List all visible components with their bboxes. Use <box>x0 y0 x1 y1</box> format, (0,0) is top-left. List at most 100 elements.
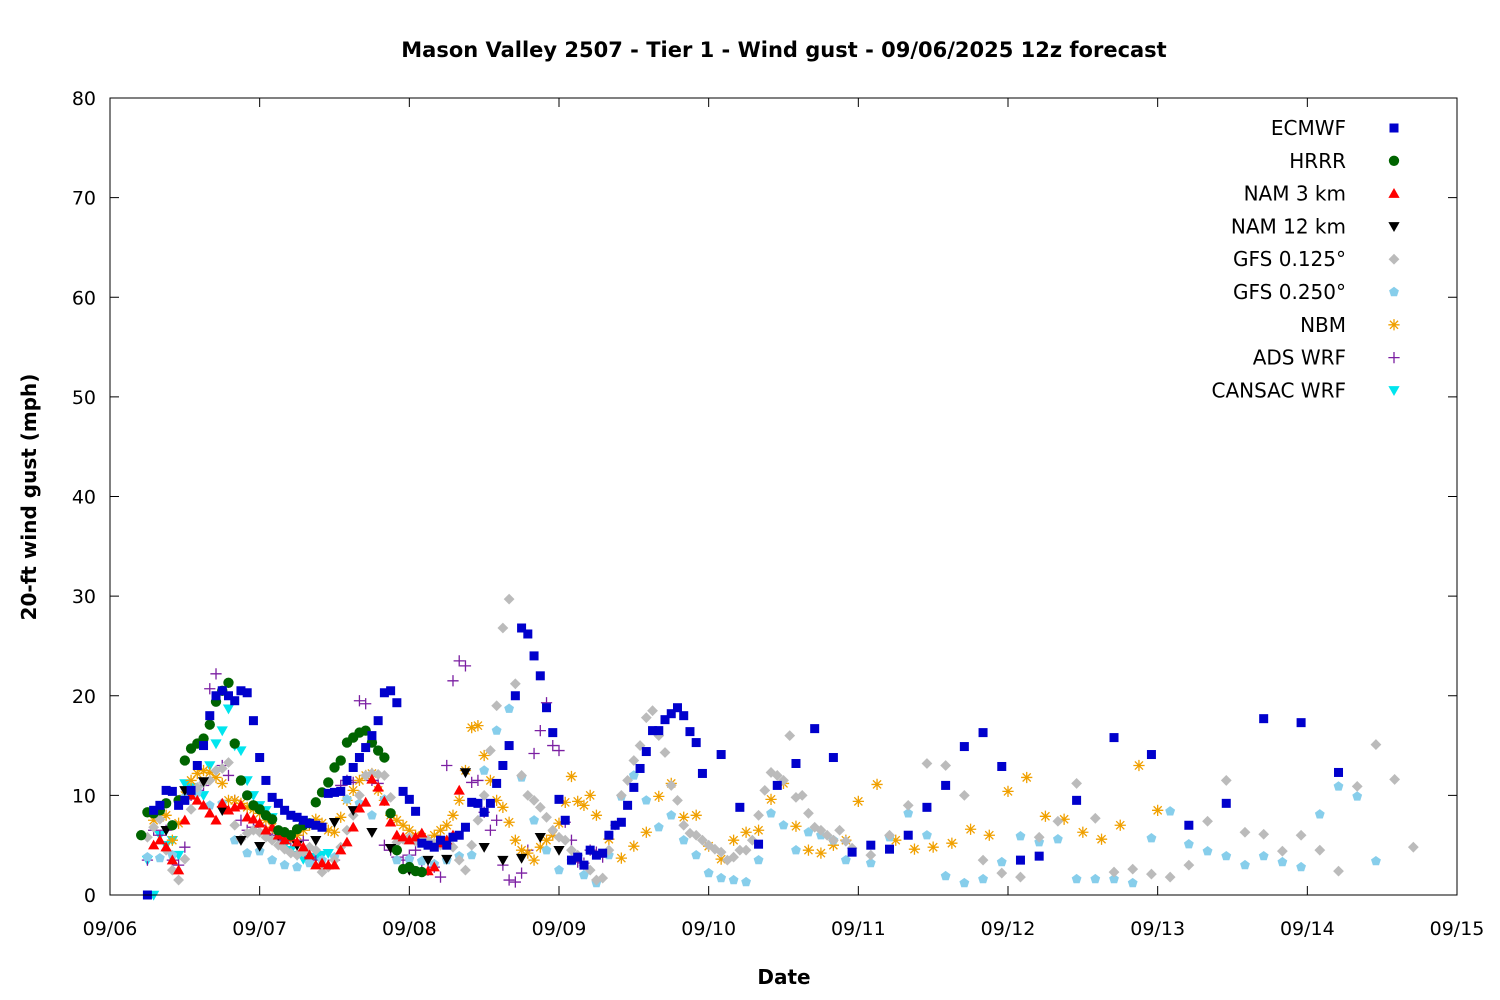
data-point <box>148 821 160 833</box>
data-point <box>492 778 502 788</box>
data-point <box>1146 868 1157 880</box>
data-point <box>235 746 247 757</box>
data-point <box>273 798 283 808</box>
data-point <box>403 824 415 836</box>
legend-marker <box>1388 319 1400 331</box>
data-point <box>1202 815 1213 827</box>
data-point <box>964 823 977 835</box>
data-point <box>1389 774 1401 785</box>
legend-label: NAM 3 km <box>1244 182 1346 206</box>
data-point <box>391 829 403 840</box>
data-point <box>160 809 172 821</box>
data-point <box>885 844 895 854</box>
data-point <box>235 799 247 810</box>
data-point <box>1095 833 1108 845</box>
data-point <box>534 832 546 843</box>
data-point <box>411 806 421 816</box>
data-point <box>927 841 939 853</box>
data-point <box>978 873 988 884</box>
data-point <box>1077 826 1089 838</box>
data-point <box>485 745 496 756</box>
data-point <box>478 789 490 801</box>
data-point <box>641 747 651 757</box>
data-point <box>491 814 503 826</box>
data-point <box>554 794 564 804</box>
data-point <box>266 814 278 825</box>
data-point <box>323 788 333 798</box>
data-point <box>1202 846 1213 856</box>
data-point <box>311 820 321 830</box>
data-point <box>342 794 352 804</box>
x-tick-label: 09/13 <box>1130 918 1185 940</box>
data-point <box>515 844 528 856</box>
data-point <box>554 864 564 875</box>
data-point <box>230 696 240 706</box>
data-point <box>940 760 952 771</box>
data-point <box>185 774 197 787</box>
data-point <box>865 849 877 861</box>
data-point <box>303 849 316 860</box>
data-point <box>1165 806 1176 816</box>
data-point <box>1127 863 1139 875</box>
data-point <box>242 790 253 801</box>
data-point <box>1053 834 1063 844</box>
data-point <box>1015 871 1026 883</box>
data-point <box>460 822 470 832</box>
data-point <box>441 854 453 865</box>
data-point <box>216 806 228 816</box>
data-point <box>447 675 459 687</box>
data-point <box>884 829 895 841</box>
legend-label: GFS 0.125° <box>1233 247 1346 271</box>
data-point <box>180 795 190 805</box>
data-point <box>796 789 808 801</box>
data-point <box>810 724 820 734</box>
data-point <box>1352 791 1363 801</box>
data-point <box>815 847 827 859</box>
data-point <box>523 629 533 639</box>
data-point <box>347 821 359 832</box>
data-point <box>417 838 427 848</box>
data-point <box>173 874 184 886</box>
data-point <box>802 844 815 856</box>
data-point <box>373 716 383 726</box>
data-point <box>922 830 932 840</box>
data-point <box>753 855 764 865</box>
data-point <box>223 757 234 768</box>
data-point <box>235 835 247 846</box>
data-point <box>472 774 484 787</box>
data-point <box>328 818 341 828</box>
data-point <box>821 829 833 841</box>
data-point <box>590 809 603 821</box>
data-point <box>922 802 932 812</box>
data-point <box>484 774 497 787</box>
data-point <box>666 709 676 719</box>
data-point <box>335 811 347 823</box>
data-point <box>815 824 827 836</box>
data-point <box>305 818 315 828</box>
data-point <box>142 831 153 843</box>
data-point <box>453 784 465 795</box>
legend-marker <box>1388 386 1400 397</box>
data-point <box>741 876 751 887</box>
data-point <box>903 808 914 818</box>
data-point <box>1071 873 1082 884</box>
data-point <box>404 854 415 864</box>
data-point <box>1002 785 1014 798</box>
data-point <box>528 854 540 866</box>
data-point <box>778 820 789 830</box>
data-point <box>342 775 352 785</box>
data-point <box>678 819 690 831</box>
legend-marker <box>1388 253 1400 265</box>
data-point <box>1133 759 1145 772</box>
data-point <box>186 785 196 795</box>
data-point <box>740 826 752 838</box>
data-point <box>610 820 620 830</box>
data-point <box>759 784 771 796</box>
data-point <box>379 688 389 698</box>
data-point <box>503 874 515 886</box>
data-point <box>528 747 540 760</box>
data-point <box>1407 841 1419 853</box>
data-point <box>448 832 458 842</box>
data-point <box>635 763 645 773</box>
data-point <box>1184 820 1194 830</box>
